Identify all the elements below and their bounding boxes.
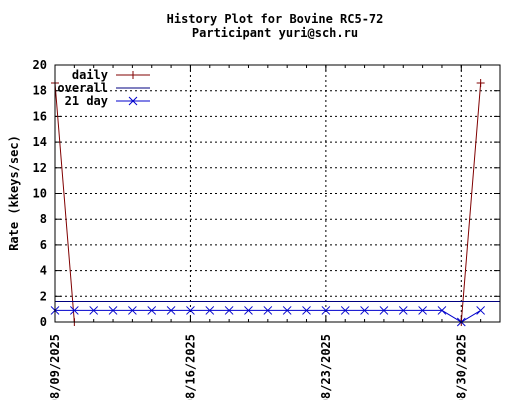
legend-label: daily	[72, 68, 108, 82]
data-point-x	[69, 306, 79, 315]
data-point-plus	[129, 71, 137, 79]
y-tick-label: 10	[33, 187, 47, 201]
y-tick-label: 20	[33, 58, 47, 72]
series-21-day	[50, 306, 486, 327]
series-line	[54, 82, 482, 323]
y-tick-label: 8	[40, 212, 47, 226]
data-point-x	[360, 306, 369, 315]
y-tick-label: 18	[33, 84, 47, 98]
data-point-x	[476, 306, 486, 315]
x-axis-ticks: 08/09/2025 08/16/2025 08/23/2025 08/30/2025	[48, 65, 501, 400]
data-point-x	[128, 96, 138, 106]
data-point-x	[186, 306, 195, 315]
y-tick-label: 12	[33, 161, 47, 175]
chart-title: History Plot for Bovine RC5-72	[167, 12, 384, 26]
data-point-plus	[476, 78, 485, 87]
data-point-x	[128, 306, 137, 315]
y-tick-label: 4	[40, 264, 47, 278]
y-tick-label: 2	[40, 289, 47, 303]
data-point-x	[340, 306, 350, 315]
y-tick-label: 14	[33, 135, 47, 149]
data-point-x	[263, 306, 273, 315]
data-point-x	[302, 306, 311, 315]
data-point-x	[282, 306, 292, 315]
data-point-x	[166, 306, 176, 315]
y-axis-label: Rate (kkeys/sec)	[7, 135, 21, 251]
series-layer	[50, 78, 500, 327]
x-tick-label: 08/30/2025	[454, 334, 468, 400]
legend-label: 21 day	[65, 94, 108, 108]
plot-frame	[54, 64, 501, 323]
data-point-x	[108, 306, 118, 315]
y-tick-label: 0	[40, 315, 47, 329]
y-tick-label: 16	[33, 109, 47, 123]
data-point-x	[321, 306, 331, 315]
grid-lines	[54, 65, 500, 322]
legend-label: overall	[57, 81, 108, 95]
y-tick-label: 6	[40, 238, 47, 252]
data-point-x	[89, 306, 99, 315]
x-tick-label: 08/09/2025	[48, 334, 62, 400]
data-point-x	[398, 306, 408, 315]
data-point-x	[205, 306, 215, 315]
x-tick-label: 08/16/2025	[183, 334, 197, 400]
data-point-x	[379, 306, 389, 315]
data-point-x	[437, 306, 447, 315]
data-point-x	[244, 306, 253, 315]
data-point-x	[147, 306, 157, 315]
x-tick-label: 08/23/2025	[319, 334, 333, 400]
chart-subtitle: Participant yuri@sch.ru	[192, 26, 358, 40]
data-point-x	[418, 306, 427, 315]
data-point-x	[224, 306, 234, 315]
